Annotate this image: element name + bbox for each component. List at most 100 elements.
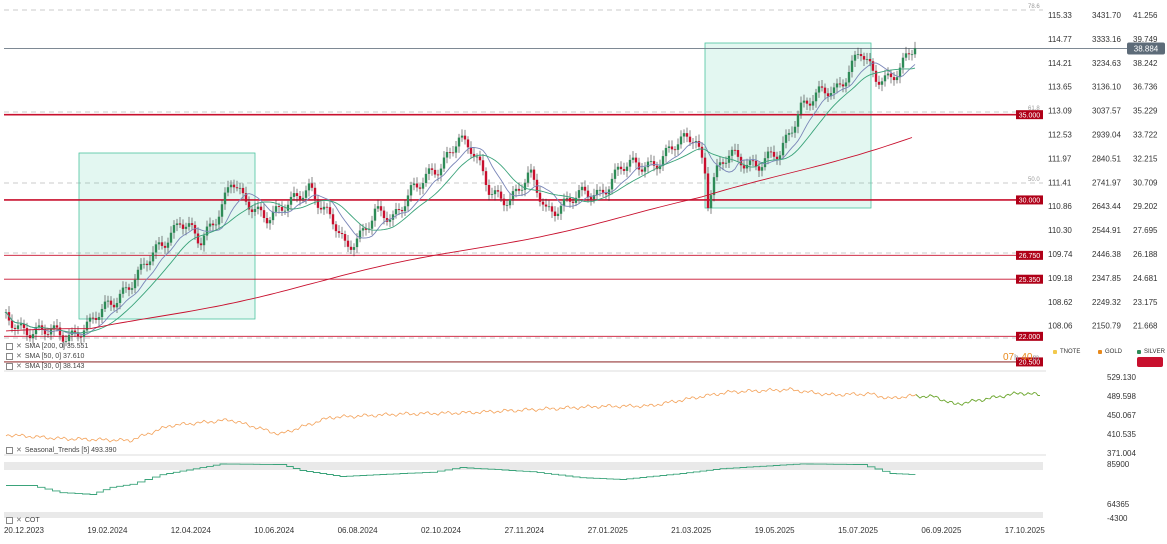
x-axis-tick: 21.03.2025 <box>671 526 712 535</box>
sma200-legend[interactable]: ✕ SMA [200, 0] 35.551 <box>6 342 88 350</box>
candle-body <box>556 213 560 217</box>
candle-body <box>157 242 161 245</box>
sma30-legend[interactable]: ✕ SMA [30, 0] 38.143 <box>6 362 84 370</box>
candle-body <box>751 160 755 162</box>
axis-right-tick: 26.188 <box>1133 250 1158 259</box>
legend-gold[interactable]: GOLD <box>1098 349 1122 355</box>
axis-right-tick: 32.215 <box>1133 154 1158 163</box>
x-axis-tick: 12.04.2024 <box>171 526 212 535</box>
silver-active-button[interactable] <box>1137 357 1163 367</box>
axis-mid-tick: 2249.32 <box>1092 298 1121 307</box>
candle-body <box>169 232 173 243</box>
candle-body <box>85 321 89 331</box>
candle-body <box>895 77 899 81</box>
cot-legend[interactable]: ✕ COT <box>6 516 40 524</box>
candle-body <box>322 206 326 210</box>
candle-body <box>550 206 554 212</box>
candle-body <box>700 146 704 158</box>
candle-body <box>889 73 893 78</box>
candle-body <box>307 183 311 191</box>
candle-body <box>178 223 182 225</box>
axis-left-tick: 109.74 <box>1048 250 1073 259</box>
candle-body <box>661 156 665 166</box>
candle-body <box>529 169 533 173</box>
close-icon[interactable]: ✕ <box>16 343 22 350</box>
x-axis-tick: 20.12.2023 <box>4 526 45 535</box>
candle-body <box>10 320 14 328</box>
candle-body <box>415 183 419 188</box>
candle-body <box>217 216 221 225</box>
candle-body <box>304 190 308 198</box>
candle-body <box>655 165 659 170</box>
candle-body <box>709 195 713 209</box>
candle-body <box>625 166 629 171</box>
candle-body <box>79 336 83 338</box>
settings-icon[interactable] <box>6 342 13 350</box>
candle-body <box>613 169 617 179</box>
candle-body <box>403 206 407 212</box>
candle-body <box>427 168 431 174</box>
seasonal-projection-line <box>915 391 1041 406</box>
candle-body <box>856 54 860 55</box>
candle-body <box>496 190 500 192</box>
candle-body <box>850 60 854 72</box>
candle-body <box>622 169 626 171</box>
candle-body <box>703 157 707 174</box>
candle-body <box>667 146 671 148</box>
silver-color-icon <box>1137 350 1141 354</box>
sma50-legend[interactable]: ✕ SMA [50, 0] 37.610 <box>6 352 84 360</box>
candle-body <box>757 166 761 171</box>
candle-body <box>781 142 785 156</box>
candle-body <box>706 173 710 209</box>
settings-icon[interactable] <box>6 516 13 524</box>
candle-body <box>841 84 845 87</box>
candle-body <box>412 183 416 186</box>
sma200-label: SMA [200, 0] 35.551 <box>24 342 89 350</box>
level-tag <box>1016 110 1043 120</box>
sma50-line <box>5 67 916 334</box>
legend-tnote[interactable]: TNOTE <box>1053 349 1080 355</box>
candle-body <box>214 224 218 226</box>
candle-body <box>208 223 212 227</box>
candle-body <box>847 71 851 83</box>
seasonal-axis-tick: 371.004 <box>1107 449 1136 458</box>
candle-body <box>538 192 542 202</box>
candle-body <box>913 48 917 55</box>
close-icon[interactable]: ✕ <box>16 363 22 370</box>
candle-body <box>16 325 20 329</box>
axis-right-tick: 35.229 <box>1133 107 1158 116</box>
sma200-line <box>5 137 913 332</box>
axis-mid-tick: 3037.57 <box>1092 107 1121 116</box>
candle-body <box>265 218 269 224</box>
candle-body <box>631 157 635 160</box>
candle-body <box>388 219 392 222</box>
settings-icon[interactable] <box>6 446 13 454</box>
seasonal-legend[interactable]: ✕ Seasonal_Trends [5] 493.390 <box>6 446 116 454</box>
candle-body <box>37 325 41 328</box>
candle-body <box>898 67 902 78</box>
candle-body <box>832 87 836 94</box>
candle-body <box>253 209 257 212</box>
candle-body <box>274 206 278 212</box>
candle-body <box>523 182 527 190</box>
close-icon[interactable]: ✕ <box>16 517 22 524</box>
candle-body <box>640 169 644 172</box>
settings-icon[interactable] <box>6 362 13 370</box>
candle-body <box>778 155 782 160</box>
candle-body <box>349 246 353 250</box>
candle-body <box>247 201 251 210</box>
settings-icon[interactable] <box>6 352 13 360</box>
candle-body <box>73 330 77 333</box>
candle-body <box>58 327 62 336</box>
close-icon[interactable]: ✕ <box>16 447 22 454</box>
close-icon[interactable]: ✕ <box>16 353 22 360</box>
legend-silver[interactable]: SILVER <box>1137 349 1165 355</box>
candle-body <box>562 198 566 206</box>
current-price-text: 38.884 <box>1134 44 1159 53</box>
seasonal-axis-tick: 450.067 <box>1107 411 1136 420</box>
candle-body <box>283 210 287 212</box>
axis-mid-tick: 3234.63 <box>1092 59 1121 68</box>
axis-left-tick: 110.30 <box>1048 226 1072 235</box>
